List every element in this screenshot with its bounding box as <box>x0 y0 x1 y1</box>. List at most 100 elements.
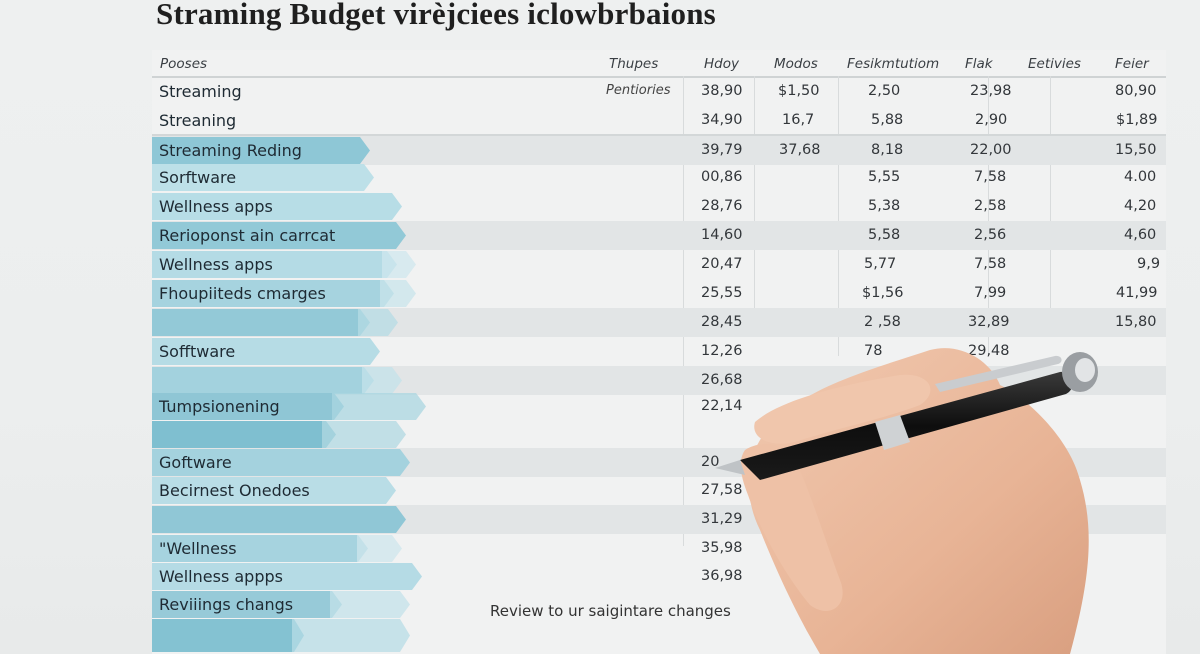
cell-hdoy: 20 <box>701 454 720 470</box>
cell-hdoy: 38,90 <box>701 83 743 99</box>
column-divider <box>838 76 839 356</box>
cell-feier: 15,80 <box>1115 314 1157 330</box>
bar-overlay <box>332 393 426 420</box>
table-row[interactable]: 28,45 2 ,58 32,89 15,80 <box>152 308 1166 337</box>
cell-hdoy: 12,26 <box>701 343 743 359</box>
table-row[interactable] <box>152 618 1166 654</box>
row-label: Tumpsionening <box>159 397 280 416</box>
table-row[interactable]: Streaming Reding 39,79 37,68 8,18 22,00 … <box>152 134 1166 165</box>
cell-hdoy: 28,45 <box>701 314 743 330</box>
cell-fesik: 2,50 <box>868 83 901 99</box>
column-divider <box>754 76 755 326</box>
bar <box>152 421 336 448</box>
table-row[interactable]: Becirnest Onedoes 27,58 <box>152 476 1166 505</box>
cell-flak: 7,58 <box>974 256 1007 272</box>
bar-overlay <box>362 367 402 394</box>
row-label: Becirnest Onedoes <box>159 481 310 500</box>
row-label: "Wellness <box>159 539 237 558</box>
bar <box>152 338 380 365</box>
bar <box>152 563 422 590</box>
header-feier: Feier <box>1115 56 1149 72</box>
bar <box>152 449 410 476</box>
table-row[interactable]: Wellness apps 28,76 5,38 2,58 4,20 <box>152 192 1166 221</box>
bar <box>152 506 406 533</box>
bar <box>152 477 396 504</box>
cell-fesik: 8,18 <box>871 142 904 158</box>
row-label: Fhoupiiteds cmarges <box>159 284 326 303</box>
row-label: Sorftware <box>159 168 237 187</box>
cell-hdoy: 31,29 <box>701 511 743 527</box>
table-row[interactable]: 31,29 <box>152 505 1166 534</box>
table-row[interactable]: "Wellness 35,98 <box>152 534 1166 563</box>
cell-flak: 2,56 <box>974 227 1007 243</box>
cell-feier: 9,9 <box>1137 256 1161 272</box>
bar-overlay <box>358 309 398 336</box>
cell-feier: 80,90 <box>1115 83 1157 99</box>
table-header: Pooses Thupes Hdoy Modos Fesikmtutiom Fl… <box>152 50 1166 78</box>
table-row[interactable]: Goftware 20 <box>152 448 1166 477</box>
header-fesikmtutiom: Fesikmtutiom <box>847 56 940 72</box>
header-eetivies: Eetivies <box>1028 56 1081 72</box>
cell-hdoy: 28,76 <box>701 198 743 214</box>
budget-table: Pooses Thupes Hdoy Modos Fesikmtutiom Fl… <box>152 50 1166 654</box>
row-label: Wellness apps <box>159 197 273 216</box>
header-thupes: Thupes <box>609 56 659 72</box>
bar-overlay <box>322 421 406 448</box>
bar-overlay <box>330 591 410 618</box>
bar <box>152 535 368 562</box>
cell-fesik: 2 ,58 <box>864 314 901 330</box>
row-label: Sofftware <box>159 342 236 361</box>
bar <box>152 280 394 307</box>
bar <box>152 137 370 164</box>
table-row[interactable]: Sofftware 12,26 78 29,48 <box>152 337 1166 366</box>
cell-flak: 2,90 <box>975 112 1008 128</box>
header-hdoy: Hdoy <box>704 56 739 72</box>
table-row[interactable]: Tumpsionening 22,14 <box>152 392 1166 421</box>
table-row[interactable] <box>152 420 1166 449</box>
cell-feier: 41,99 <box>1116 285 1158 301</box>
bar <box>152 222 406 249</box>
bar-overlay <box>357 535 402 562</box>
bar <box>152 193 402 220</box>
row-label: Streaming Reding <box>159 141 302 160</box>
cell-feier: $1,89 <box>1116 112 1158 128</box>
cell-modos: $1,50 <box>778 83 820 99</box>
table-row[interactable]: Reviiings changs <box>152 590 1166 619</box>
row-label: Wellness appps <box>159 567 283 586</box>
page-title: Straming Budget virèjciees iclowbrbaions <box>156 0 716 31</box>
row-label: Goftware <box>159 453 232 472</box>
cell-feier: 4.00 <box>1124 169 1157 185</box>
cell-hdoy: 25,55 <box>701 285 743 301</box>
cell-modos: 16,7 <box>782 112 815 128</box>
cell-feier: 4,20 <box>1124 198 1157 214</box>
table-row[interactable]: Streaning 34,90 16,7 5,88 2,90 $1,89 <box>152 106 1166 135</box>
table-row[interactable]: Wellness apps 20,47 5,77 7,58 9,9 <box>152 250 1166 279</box>
review-changes-text: Review to ur saigintare changes <box>490 602 731 620</box>
cell-flak: 29,48 <box>968 343 1010 359</box>
bar-overlay <box>380 280 416 307</box>
table-row[interactable]: 26,68 <box>152 366 1166 395</box>
cell-fesik: 5,55 <box>868 169 901 185</box>
cell-hdoy: 39,79 <box>701 142 743 158</box>
row-label: Streaning <box>159 111 237 130</box>
table-row[interactable]: Streaming Pentiories 38,90 $1,50 2,50 23… <box>152 77 1166 106</box>
cell-flak: 7,99 <box>974 285 1007 301</box>
cell-hdoy: 00,86 <box>701 169 743 185</box>
header-modos: Modos <box>774 56 818 72</box>
header-pooses: Pooses <box>160 56 208 72</box>
bar <box>152 367 374 394</box>
cell-modos: 37,68 <box>779 142 821 158</box>
table-row[interactable]: Sorftware 00,86 5,55 7,58 4.00 <box>152 163 1166 192</box>
bar <box>152 619 304 652</box>
column-divider <box>1050 76 1051 326</box>
cell-fesik: 5,77 <box>864 256 897 272</box>
bar <box>152 309 370 336</box>
table-row[interactable]: Wellness appps 36,98 <box>152 562 1166 591</box>
cell-flak: 22,00 <box>970 142 1012 158</box>
table-row[interactable]: Fhoupiiteds cmarges 25,55 $1,56 7,99 41,… <box>152 279 1166 308</box>
cell-hdoy: 36,98 <box>701 568 743 584</box>
cell-flak: 32,89 <box>968 314 1010 330</box>
row-label: Rerioponst ain carrcat <box>159 226 336 245</box>
cell-hdoy: 26,68 <box>701 372 743 388</box>
table-row[interactable]: Rerioponst ain carrcat 14,60 5,58 2,56 4… <box>152 221 1166 250</box>
